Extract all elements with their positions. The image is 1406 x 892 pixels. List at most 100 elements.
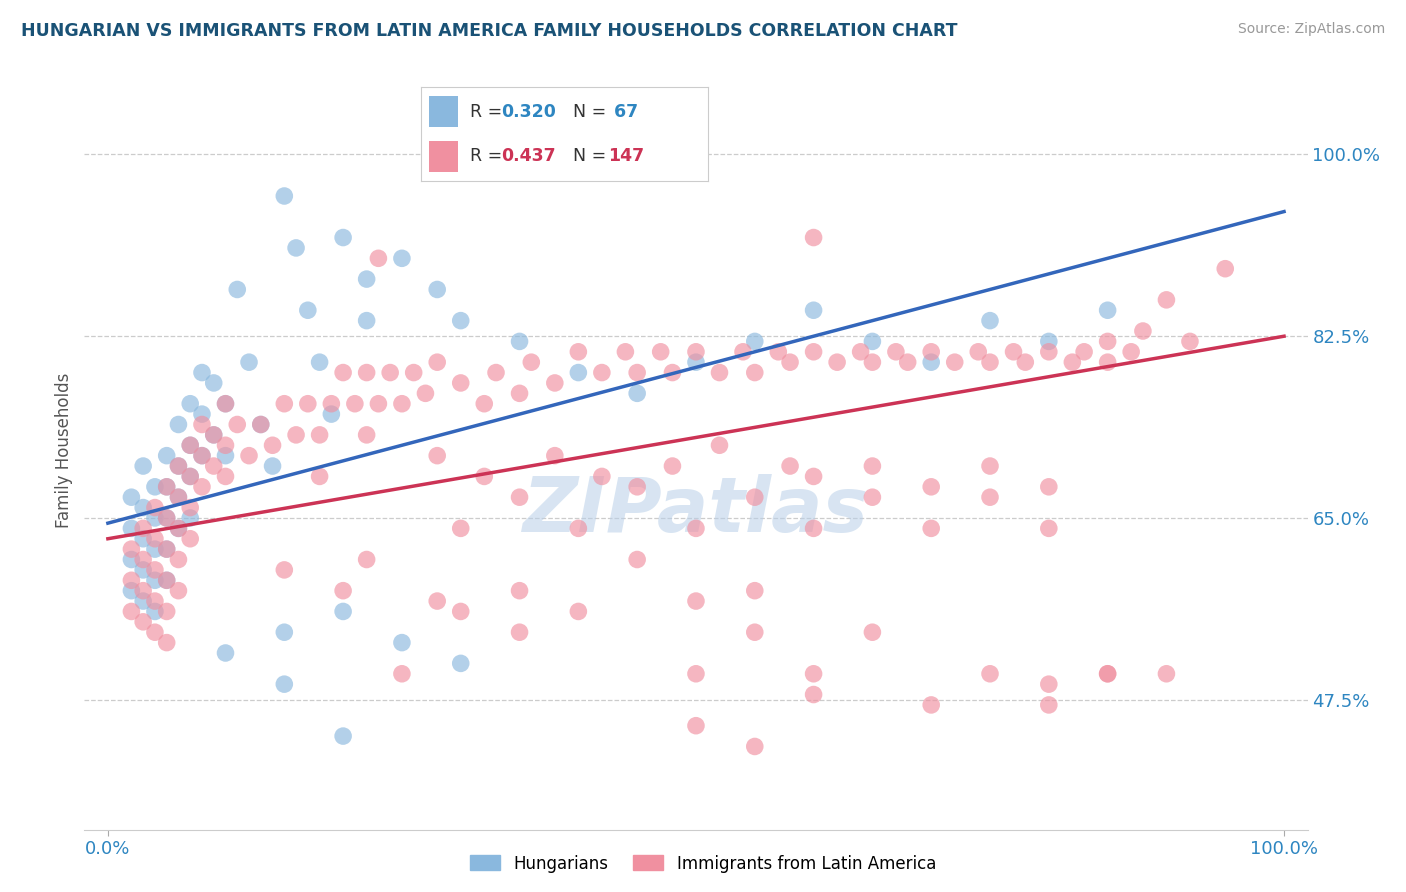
Point	[356, 428, 378, 442]
Point	[685, 594, 707, 608]
Point	[779, 355, 801, 369]
Point	[391, 252, 413, 266]
Point	[167, 417, 190, 432]
Point	[191, 407, 214, 421]
Point	[472, 469, 495, 483]
Point	[380, 366, 402, 380]
Point	[226, 417, 249, 432]
Point	[143, 532, 166, 546]
Point	[179, 469, 201, 483]
Point	[509, 334, 531, 349]
Point	[249, 417, 271, 432]
Point	[214, 449, 236, 463]
Point	[685, 344, 707, 359]
Point	[214, 646, 236, 660]
Point	[709, 366, 731, 380]
Point	[273, 397, 295, 411]
Point	[132, 552, 155, 566]
Point	[308, 355, 330, 369]
Point	[567, 521, 589, 535]
Point	[1038, 480, 1060, 494]
Point	[132, 532, 155, 546]
Point	[179, 397, 201, 411]
Point	[343, 397, 366, 411]
Point	[860, 355, 883, 369]
Point	[179, 469, 201, 483]
Point	[167, 583, 190, 598]
Point	[202, 458, 225, 473]
Point	[238, 449, 260, 463]
Point	[626, 552, 648, 566]
Point	[167, 490, 190, 504]
Point	[156, 574, 179, 588]
Point	[120, 542, 142, 557]
Point	[1132, 324, 1154, 338]
Point	[1038, 334, 1060, 349]
Point	[544, 449, 567, 463]
Point	[661, 366, 683, 380]
Point	[591, 366, 613, 380]
Point	[356, 272, 378, 286]
Point	[1097, 303, 1119, 318]
Point	[238, 355, 260, 369]
Point	[120, 574, 142, 588]
Point	[179, 532, 201, 546]
Point	[167, 490, 190, 504]
Point	[356, 552, 378, 566]
Point	[143, 480, 166, 494]
Point	[191, 449, 214, 463]
Text: ZIPatlas: ZIPatlas	[523, 475, 869, 548]
Point	[156, 542, 179, 557]
Point	[132, 500, 155, 515]
Point	[156, 480, 179, 494]
Point	[167, 458, 190, 473]
Point	[1062, 355, 1084, 369]
Point	[249, 417, 271, 432]
Point	[262, 438, 284, 452]
Text: Source: ZipAtlas.com: Source: ZipAtlas.com	[1237, 22, 1385, 37]
Point	[979, 458, 1001, 473]
Point	[167, 458, 190, 473]
Point	[308, 469, 330, 483]
Point	[920, 355, 942, 369]
Point	[1038, 677, 1060, 691]
Point	[544, 376, 567, 390]
Point	[1156, 293, 1178, 307]
Point	[920, 480, 942, 494]
Point	[591, 469, 613, 483]
Point	[132, 594, 155, 608]
Point	[779, 458, 801, 473]
Point	[156, 511, 179, 525]
Point	[297, 303, 319, 318]
Point	[1073, 344, 1095, 359]
Point	[803, 521, 825, 535]
Point	[191, 480, 214, 494]
Point	[1097, 334, 1119, 349]
Point	[167, 521, 190, 535]
Point	[367, 252, 389, 266]
Point	[143, 594, 166, 608]
Point	[120, 552, 142, 566]
Point	[1121, 344, 1143, 359]
Point	[120, 604, 142, 618]
Point	[120, 490, 142, 504]
Point	[179, 511, 201, 525]
Point	[214, 469, 236, 483]
Point	[132, 521, 155, 535]
Point	[179, 438, 201, 452]
Point	[450, 313, 472, 327]
Point	[143, 542, 166, 557]
Point	[685, 666, 707, 681]
Point	[391, 635, 413, 649]
Point	[1213, 261, 1236, 276]
Point	[179, 500, 201, 515]
Point	[132, 458, 155, 473]
Point	[426, 449, 449, 463]
Point	[920, 344, 942, 359]
Point	[285, 241, 308, 255]
Point	[120, 583, 142, 598]
Point	[509, 625, 531, 640]
Point	[402, 366, 425, 380]
Point	[156, 480, 179, 494]
Text: HUNGARIAN VS IMMIGRANTS FROM LATIN AMERICA FAMILY HOUSEHOLDS CORRELATION CHART: HUNGARIAN VS IMMIGRANTS FROM LATIN AMERI…	[21, 22, 957, 40]
